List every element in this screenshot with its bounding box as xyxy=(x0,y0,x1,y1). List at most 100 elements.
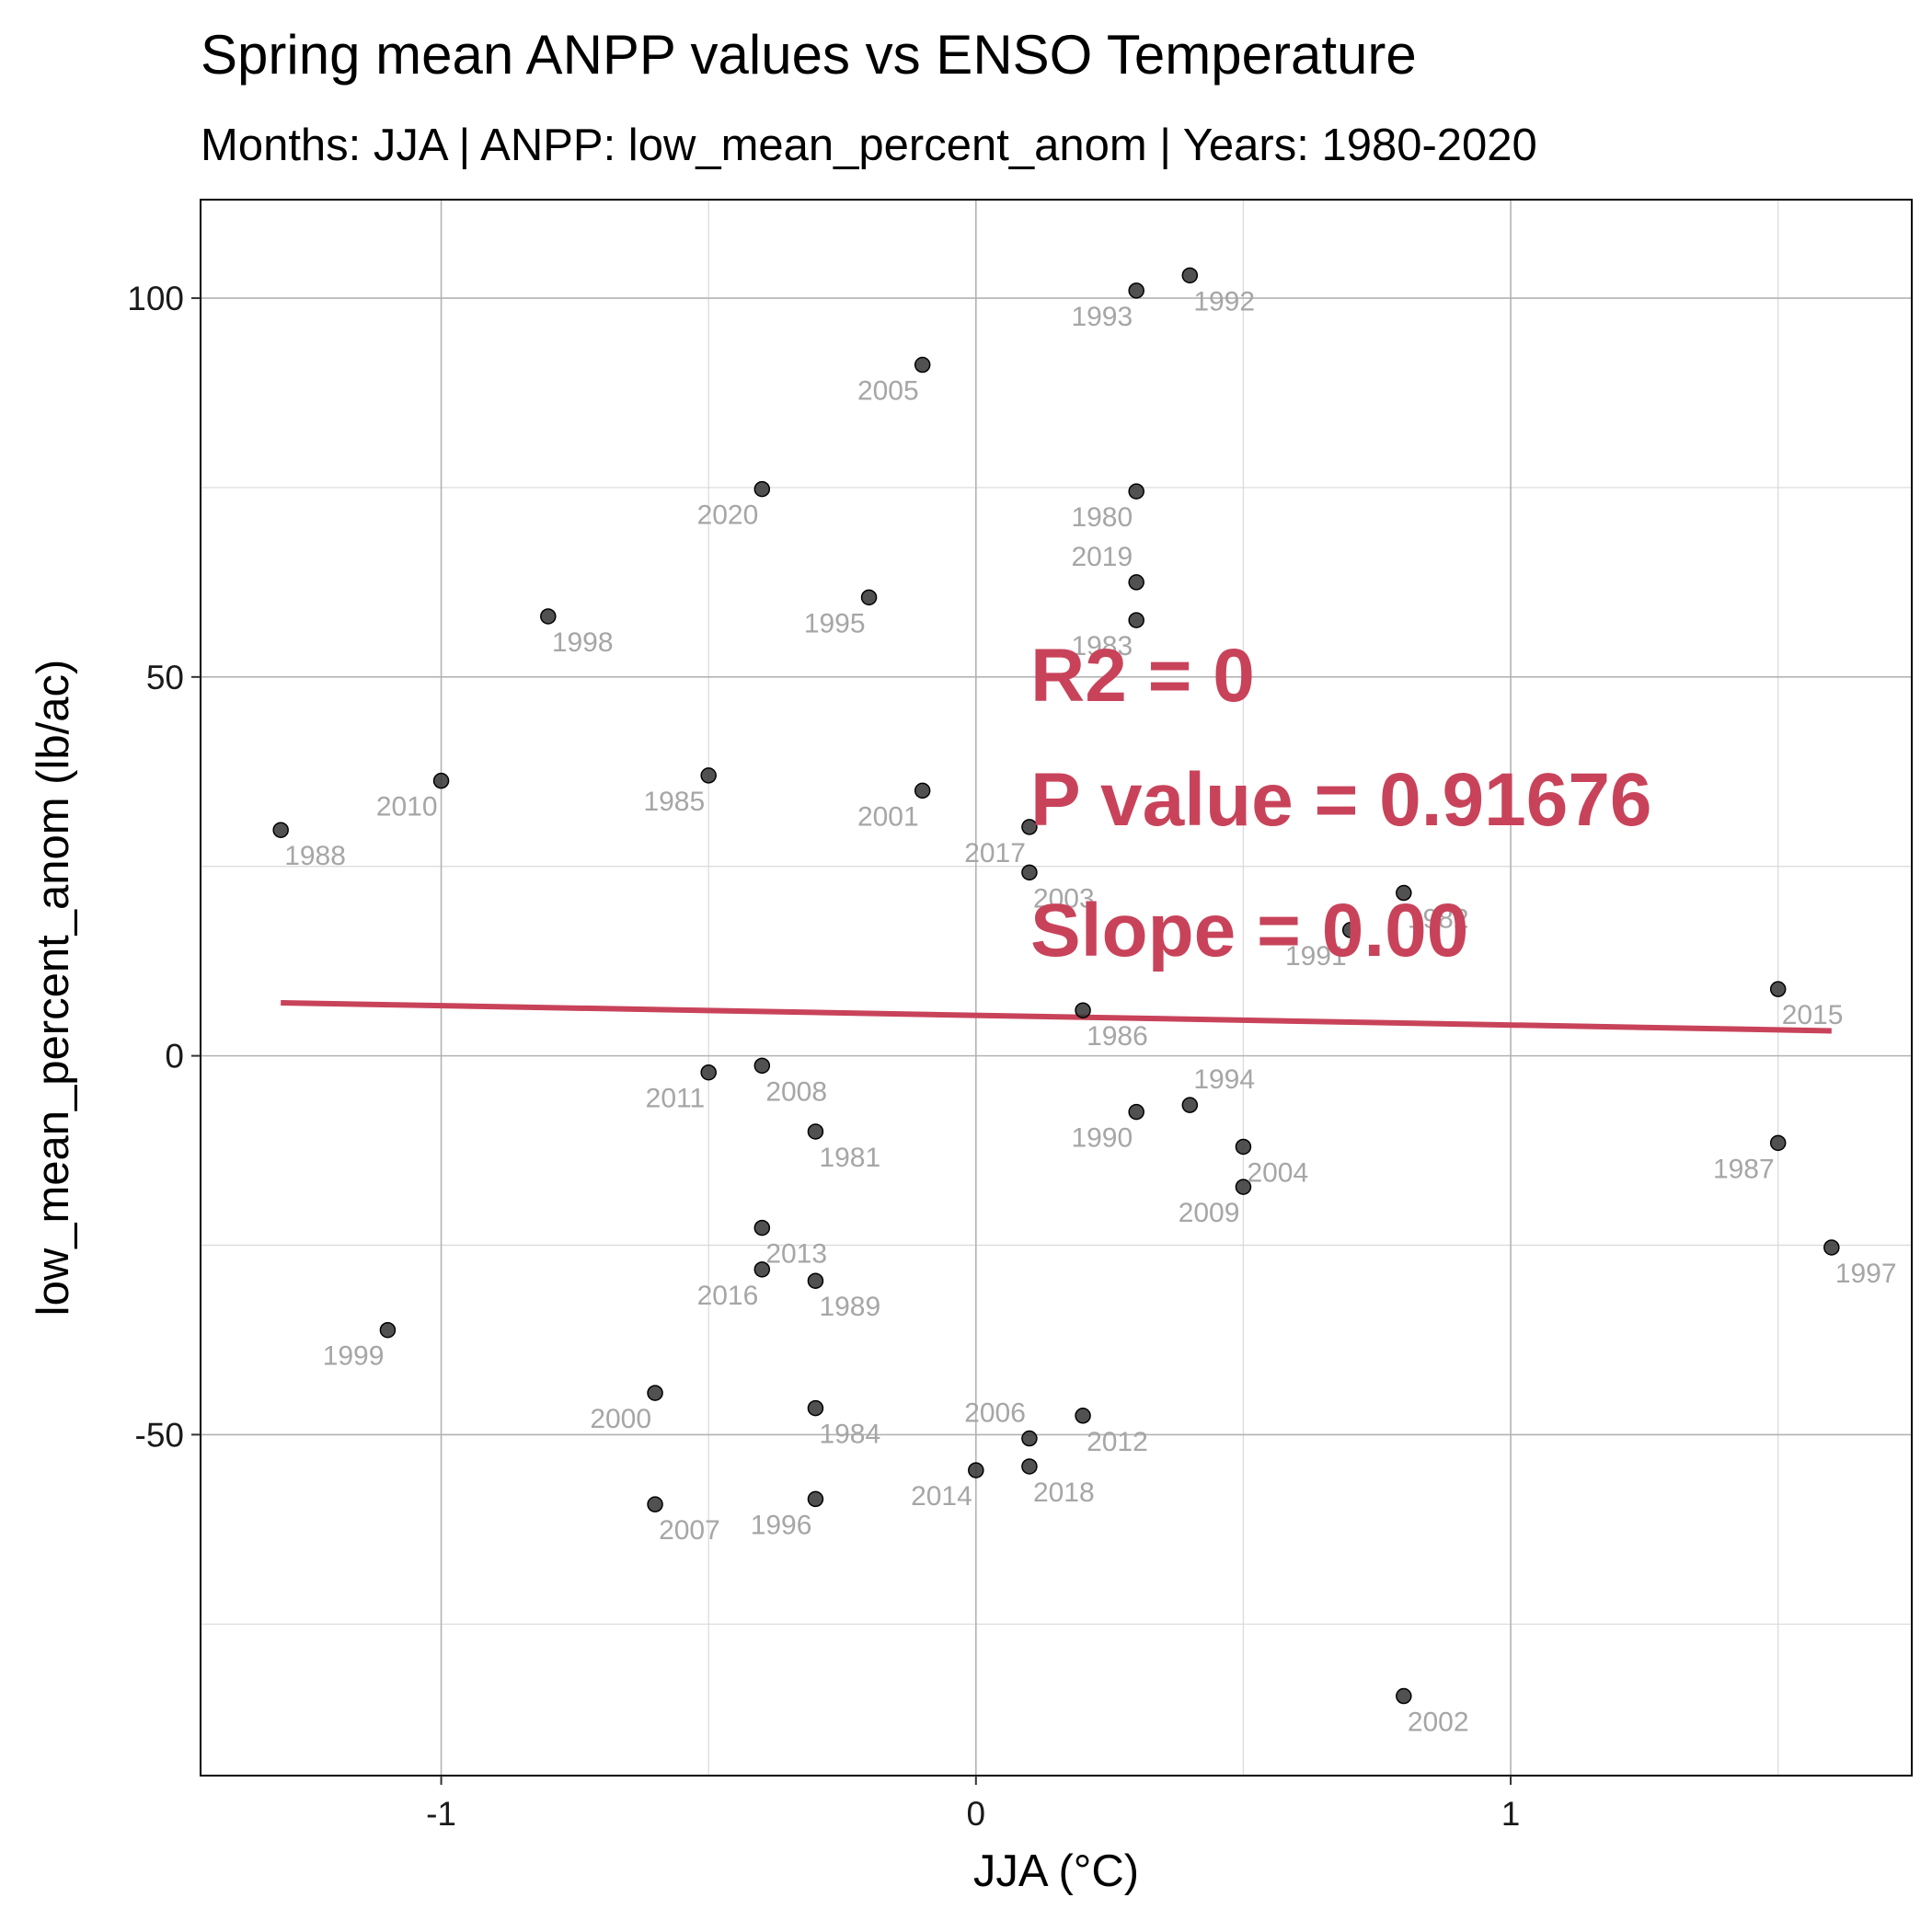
data-point xyxy=(753,480,771,498)
stat-annotation: R2 = 0 xyxy=(1030,634,1255,718)
y-tick-label: -50 xyxy=(135,1416,184,1454)
y-axis-title: low_mean_percent_anom (lb/ac) xyxy=(29,660,78,1317)
point-label-2006: 2006 xyxy=(964,1398,1026,1429)
point-label-2016: 2016 xyxy=(697,1281,759,1311)
stat-annotations: R2 = 0 P value = 0.91676 Slope = 0.00 xyxy=(1030,634,1652,972)
x-axis-title: JJA (°C) xyxy=(973,1846,1139,1896)
data-point xyxy=(432,772,450,789)
data-point xyxy=(1181,1097,1199,1113)
data-point xyxy=(1021,819,1038,835)
point-label-2020: 2020 xyxy=(697,500,759,531)
data-point xyxy=(860,589,878,606)
point-label-2018: 2018 xyxy=(1033,1478,1095,1508)
x-tick-label: 1 xyxy=(1501,1795,1521,1833)
data-point xyxy=(1128,1103,1144,1121)
data-point xyxy=(753,1261,771,1278)
data-point xyxy=(647,1385,663,1401)
data-point xyxy=(1128,483,1144,500)
stat-annotation: P value = 0.91676 xyxy=(1030,758,1652,842)
point-label-2012: 2012 xyxy=(1087,1427,1148,1457)
point-label-1994: 1994 xyxy=(1193,1064,1255,1095)
data-point xyxy=(700,767,717,784)
data-point xyxy=(1396,1687,1412,1705)
point-label-1982: 1982 xyxy=(1408,904,1469,935)
point-label-1987: 1987 xyxy=(1713,1154,1775,1184)
chart-subtitle: Months: JJA | ANPP: low_mean_percent_ano… xyxy=(201,121,1537,170)
y-tick-label: 50 xyxy=(146,659,184,696)
point-labels: 1980 1981 1982 1983 1984 1985 1986 1987 1988 1989… xyxy=(284,286,1896,1737)
data-point xyxy=(1181,267,1199,284)
data-point xyxy=(1021,864,1038,881)
plot-panel-border xyxy=(200,199,1913,1777)
point-label-2000: 2000 xyxy=(590,1404,651,1434)
point-label-2001: 2001 xyxy=(857,801,919,832)
data-point xyxy=(914,356,931,374)
point-label-2005: 2005 xyxy=(857,376,919,407)
point-label-1989: 1989 xyxy=(819,1292,880,1322)
data-point xyxy=(1769,1134,1787,1152)
data-point xyxy=(1823,1239,1840,1256)
data-point xyxy=(1021,1458,1038,1475)
data-point xyxy=(647,1496,663,1512)
point-label-1983: 1983 xyxy=(1071,631,1133,661)
data-point xyxy=(914,782,931,799)
point-label-1986: 1986 xyxy=(1087,1021,1148,1052)
point-label-1988: 1988 xyxy=(284,841,346,871)
point-label-1985: 1985 xyxy=(643,787,705,817)
data-point xyxy=(1396,884,1412,902)
y-tick-label: 0 xyxy=(165,1038,184,1075)
point-label-2002: 2002 xyxy=(1408,1708,1469,1738)
point-label-1999: 1999 xyxy=(323,1341,385,1372)
point-label-2015: 2015 xyxy=(1782,1000,1844,1030)
data-point xyxy=(1235,1179,1252,1195)
point-label-1981: 1981 xyxy=(819,1143,880,1173)
y-axis: -50 0 50 100 xyxy=(127,280,201,1454)
y-tick-label: 100 xyxy=(127,280,184,317)
x-tick-label: -1 xyxy=(426,1795,456,1833)
data-point xyxy=(1128,282,1144,299)
point-label-1993: 1993 xyxy=(1071,302,1133,332)
minor-gridlines xyxy=(201,200,1912,1776)
data-point xyxy=(753,1219,771,1236)
major-gridlines xyxy=(201,200,1912,1776)
point-label-1980: 1980 xyxy=(1071,502,1133,533)
data-point xyxy=(1075,1408,1091,1424)
point-label-1997: 1997 xyxy=(1835,1259,1897,1289)
point-label-2019: 2019 xyxy=(1071,542,1133,572)
point-label-1992: 1992 xyxy=(1193,286,1255,316)
data-point xyxy=(272,822,289,838)
data-point xyxy=(968,1462,984,1478)
point-label-2017: 2017 xyxy=(964,838,1026,868)
data-point xyxy=(700,1064,717,1081)
point-label-2011: 2011 xyxy=(646,1084,706,1114)
data-point xyxy=(753,1057,771,1075)
data-point xyxy=(1769,981,1787,997)
data-point xyxy=(1021,1430,1038,1447)
data-point xyxy=(1128,574,1144,591)
data-point xyxy=(807,1399,824,1417)
point-label-2010: 2010 xyxy=(376,792,438,822)
point-label-1996: 1996 xyxy=(751,1510,812,1540)
data-points xyxy=(272,267,1840,1705)
point-label-2008: 2008 xyxy=(765,1076,827,1107)
data-point xyxy=(807,1272,824,1289)
data-point xyxy=(1341,922,1359,938)
point-label-1991: 1991 xyxy=(1285,941,1347,972)
data-point xyxy=(540,608,557,625)
point-label-1998: 1998 xyxy=(552,627,614,658)
data-point xyxy=(807,1490,824,1508)
point-label-1984: 1984 xyxy=(819,1420,880,1450)
data-point xyxy=(379,1321,397,1339)
point-label-2009: 2009 xyxy=(1179,1198,1240,1228)
regression-line xyxy=(281,999,1832,1034)
point-label-2013: 2013 xyxy=(765,1239,827,1270)
data-point xyxy=(1128,612,1144,628)
data-point xyxy=(807,1123,824,1140)
x-axis: -1 0 1 xyxy=(426,1776,1520,1833)
data-point xyxy=(1075,1002,1091,1018)
point-label-1995: 1995 xyxy=(804,608,866,638)
point-label-2004: 2004 xyxy=(1247,1157,1308,1188)
regression-line-group xyxy=(281,999,1832,1034)
chart-title: Spring mean ANPP values vs ENSO Temperat… xyxy=(201,24,1417,86)
